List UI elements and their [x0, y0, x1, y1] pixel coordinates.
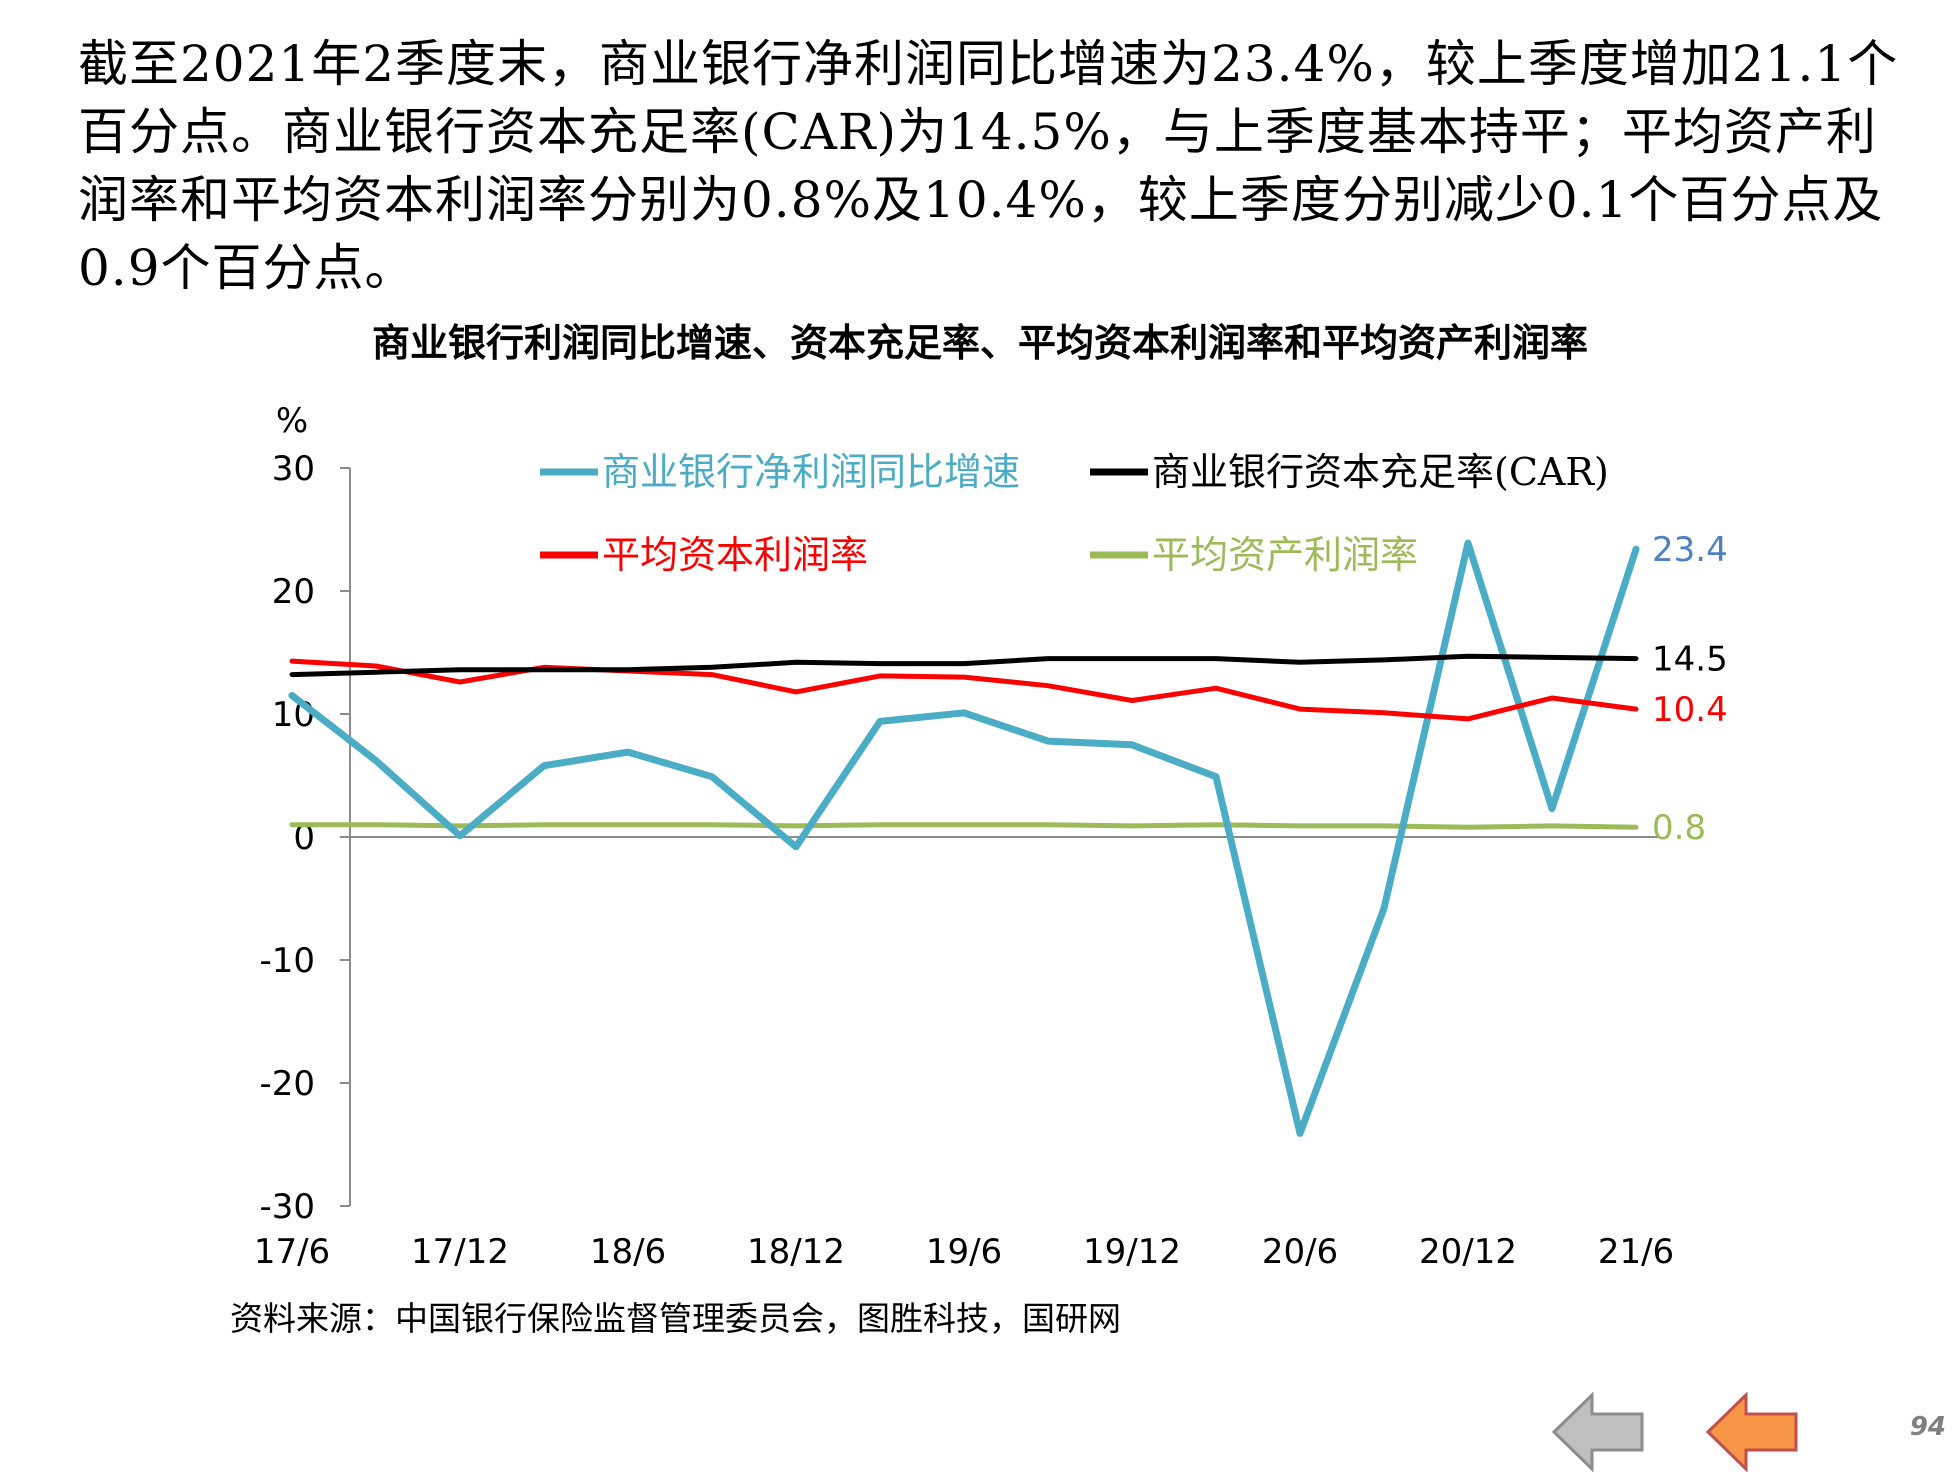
line-chart: 30 20 10 0 -10 -20 -30% 17/6 17/12 18/6 18/12 19/6 1…	[254, 401, 1728, 1272]
x-tick-label: 19/6	[926, 1232, 1002, 1272]
series-line-1	[289, 653, 1639, 678]
legend-label-3: 平均资产利润率	[1152, 533, 1418, 577]
summary-paragraph: 截至2021年2季度末，商业银行净利润同比增速为23.4%，较上季度增加21.1…	[78, 35, 1899, 297]
end-label-1: 14.5	[1652, 640, 1728, 680]
x-tick-label: 21/6	[1598, 1232, 1674, 1272]
y-tick-label: -20	[259, 1064, 315, 1104]
back-button[interactable]	[1706, 1392, 1800, 1472]
x-tick-label: 18/12	[747, 1232, 845, 1272]
x-tick-label: 19/12	[1083, 1232, 1181, 1272]
x-tick-label: 20/6	[1262, 1232, 1338, 1272]
legend-label-0: 商业银行净利润同比增速	[602, 450, 1020, 494]
y-tick-label: 0	[293, 818, 315, 858]
series-line-0	[288, 539, 1640, 1137]
legend-label-1: 商业银行资本充足率(CAR)	[1152, 450, 1609, 494]
chart-title: 商业银行利润同比增速、资本充足率、平均资本利润率和平均资产利润率	[371, 321, 1588, 365]
x-tick-label: 17/12	[411, 1232, 509, 1272]
y-tick-label: -10	[259, 941, 315, 981]
end-label-3: 0.8	[1652, 808, 1706, 848]
legend-label-2: 平均资本利润率	[602, 533, 868, 577]
page-number: 94	[1909, 1412, 1946, 1442]
series-line-3	[289, 822, 1639, 830]
source-note: 资料来源：中国银行保险监督管理委员会，图胜科技，国研网	[230, 1299, 1121, 1338]
y-tick-label: 20	[272, 572, 315, 612]
prev-page-button[interactable]	[1552, 1392, 1646, 1472]
y-tick-label: 30	[272, 449, 315, 489]
x-tick-label: 20/12	[1419, 1232, 1517, 1272]
end-label-0: 23.4	[1652, 530, 1728, 570]
x-tick-label: 18/6	[590, 1232, 666, 1272]
y-tick-label: -30	[259, 1187, 315, 1227]
y-tick-label: 10	[272, 695, 315, 735]
end-label-2: 10.4	[1652, 690, 1728, 730]
arrow-left-orange-icon	[1706, 1392, 1798, 1472]
arrow-left-gray-icon	[1552, 1392, 1644, 1472]
x-tick-label: 17/6	[254, 1232, 330, 1272]
y-axis-label: %	[276, 401, 308, 441]
